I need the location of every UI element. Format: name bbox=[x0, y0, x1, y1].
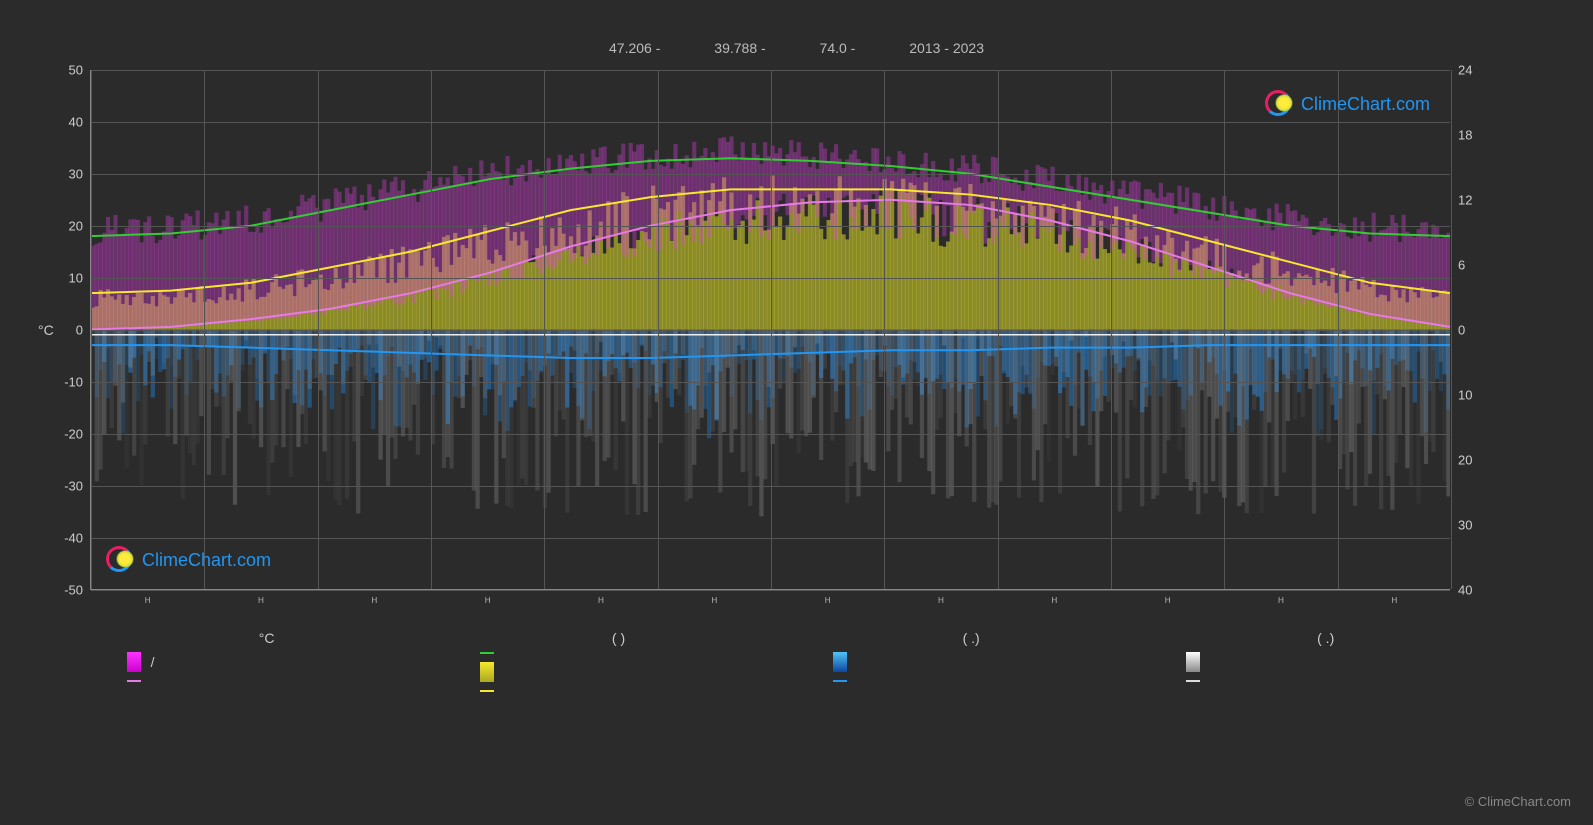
legend-entry bbox=[1186, 680, 1466, 682]
legend-header: ( .) bbox=[1317, 630, 1334, 646]
y-tick-right: 40 bbox=[1458, 583, 1488, 598]
y-tick-left: -10 bbox=[53, 375, 83, 390]
legend-entry bbox=[1186, 652, 1466, 672]
y-tick-left: 20 bbox=[53, 219, 83, 234]
legend-swatch-icon bbox=[480, 652, 494, 654]
legend-header: °C bbox=[259, 630, 275, 646]
x-tick: ᴴ bbox=[485, 595, 490, 609]
x-tick: ᴴ bbox=[1165, 595, 1170, 609]
x-tick: ᴴ bbox=[598, 595, 603, 609]
y-tick-right: 10 bbox=[1458, 388, 1488, 403]
y-axis-left-label: °C bbox=[38, 322, 54, 338]
y-tick-right: 24 bbox=[1458, 63, 1488, 78]
y-tick-right: 6 bbox=[1458, 258, 1488, 273]
legend-entry bbox=[833, 680, 1113, 682]
y-tick-left: -20 bbox=[53, 427, 83, 442]
y-tick-right: 12 bbox=[1458, 193, 1488, 208]
x-tick: ᴴ bbox=[1392, 595, 1397, 609]
legend-header: ( .) bbox=[963, 630, 980, 646]
y-tick-left: -30 bbox=[53, 479, 83, 494]
watermark-top: ClimeChart.com bbox=[1265, 90, 1430, 118]
y-tick-left: 40 bbox=[53, 115, 83, 130]
legend-swatch-icon bbox=[833, 680, 847, 682]
y-tick-right: 20 bbox=[1458, 453, 1488, 468]
y-tick-left: 10 bbox=[53, 271, 83, 286]
y-tick-left: 0 bbox=[53, 323, 83, 338]
legend: °C ( ) ( .) ( .) / bbox=[90, 630, 1503, 692]
legend-entry: / bbox=[127, 652, 407, 672]
x-tick: ᴴ bbox=[258, 595, 263, 609]
meta-elev: 74.0 - bbox=[820, 40, 856, 56]
x-tick: ᴴ bbox=[938, 595, 943, 609]
x-tick: ᴴ bbox=[1052, 595, 1057, 609]
legend-swatch-icon bbox=[1186, 652, 1200, 672]
legend-swatch-icon bbox=[833, 652, 847, 672]
y-tick-right: 18 bbox=[1458, 128, 1488, 143]
legend-body-row: / bbox=[90, 652, 1503, 692]
y-tick-left: 50 bbox=[53, 63, 83, 78]
watermark-logo-icon bbox=[106, 546, 134, 574]
legend-swatch-icon bbox=[480, 690, 494, 692]
legend-label: / bbox=[151, 654, 155, 670]
legend-entry bbox=[833, 652, 1113, 672]
plot-area: ClimeChart.com ClimeChart.com 5040302010… bbox=[90, 70, 1450, 590]
meta-lat: 47.206 - bbox=[609, 40, 660, 56]
meta-years: 2013 - 2023 bbox=[909, 40, 984, 56]
legend-swatch-icon bbox=[1186, 680, 1200, 682]
legend-swatch-icon bbox=[127, 680, 141, 682]
legend-swatch-icon bbox=[480, 662, 494, 682]
legend-col: / bbox=[127, 652, 407, 692]
legend-col bbox=[833, 652, 1113, 692]
legend-entry bbox=[480, 652, 760, 654]
legend-entry bbox=[480, 662, 760, 682]
x-tick: ᴴ bbox=[145, 595, 150, 609]
legend-col bbox=[480, 652, 760, 692]
x-tick: ᴴ bbox=[712, 595, 717, 609]
legend-header-row: °C ( ) ( .) ( .) bbox=[90, 630, 1503, 646]
y-tick-left: -50 bbox=[53, 583, 83, 598]
x-tick: ᴴ bbox=[372, 595, 377, 609]
legend-entry bbox=[480, 690, 760, 692]
legend-entry bbox=[127, 680, 407, 682]
legend-header: ( ) bbox=[612, 630, 625, 646]
y-tick-left: -40 bbox=[53, 531, 83, 546]
legend-col bbox=[1186, 652, 1466, 692]
x-tick: ᴴ bbox=[1278, 595, 1283, 609]
y-tick-right: 0 bbox=[1458, 323, 1488, 338]
chart-container: 47.206 - 39.788 - 74.0 - 2013 - 2023 °C … bbox=[10, 10, 1583, 815]
meta-lon: 39.788 - bbox=[714, 40, 765, 56]
y-tick-left: 30 bbox=[53, 167, 83, 182]
watermark-bottom: ClimeChart.com bbox=[106, 546, 271, 574]
chart-header-meta: 47.206 - 39.788 - 74.0 - 2013 - 2023 bbox=[10, 40, 1583, 56]
watermark-text: ClimeChart.com bbox=[142, 550, 271, 571]
y-tick-right: 30 bbox=[1458, 518, 1488, 533]
watermark-logo-icon bbox=[1265, 90, 1293, 118]
watermark-text: ClimeChart.com bbox=[1301, 94, 1430, 115]
copyright-text: © ClimeChart.com bbox=[1465, 794, 1571, 809]
x-tick: ᴴ bbox=[825, 595, 830, 609]
legend-swatch-icon bbox=[127, 652, 141, 672]
